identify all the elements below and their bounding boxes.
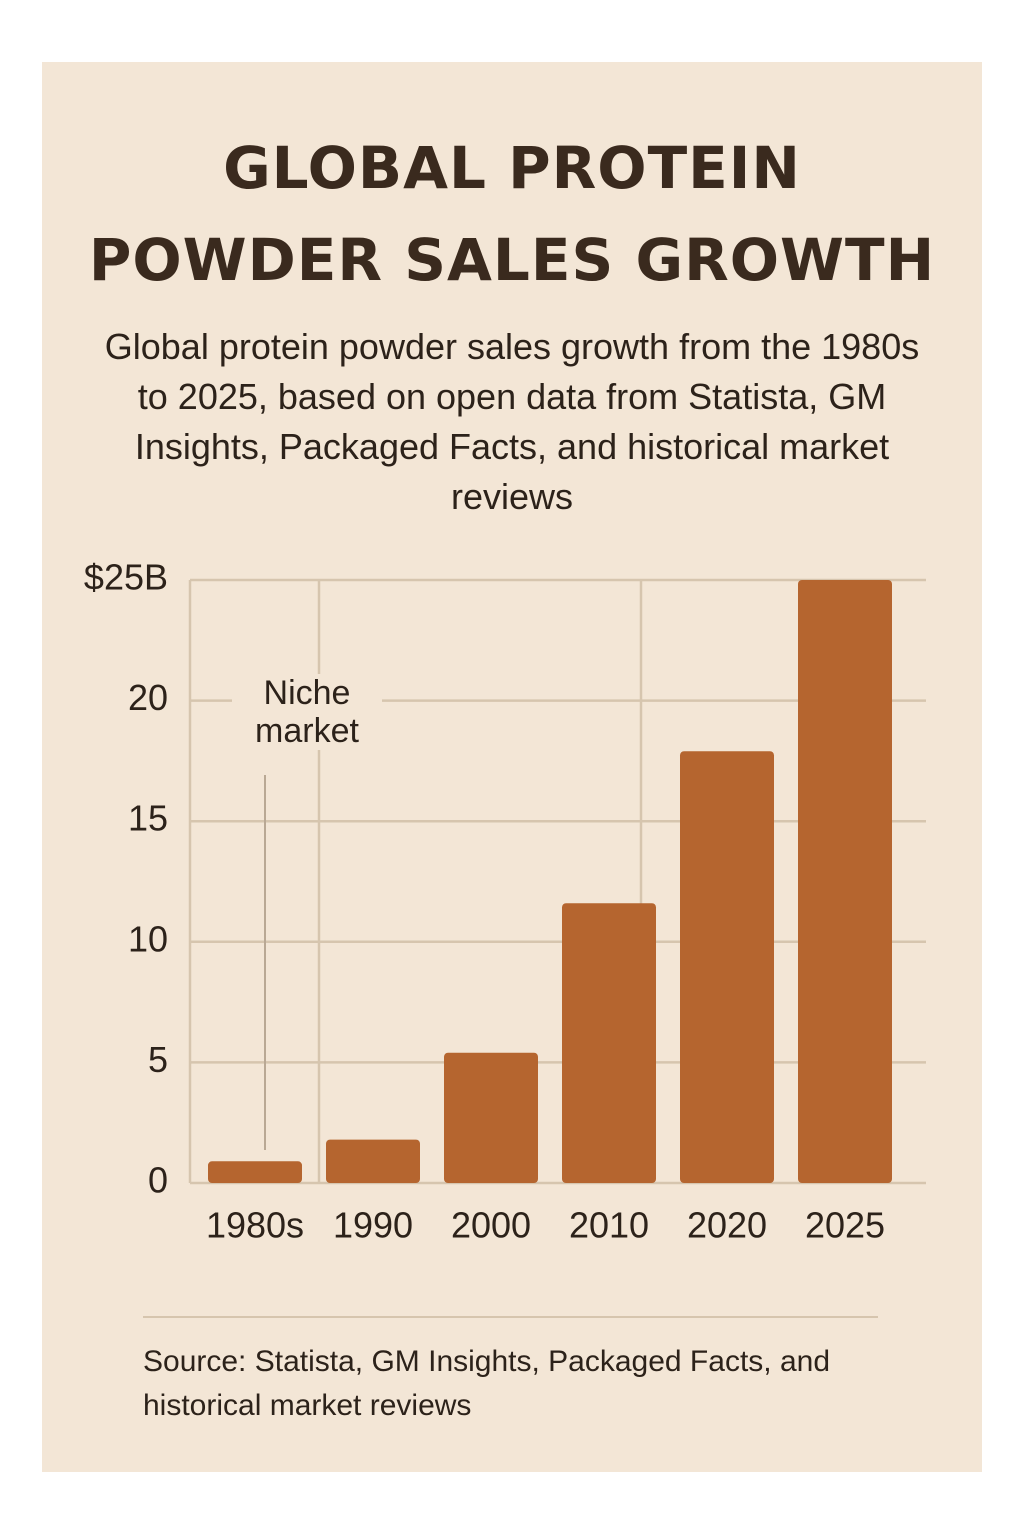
bar [798, 580, 892, 1183]
y-tick-label: 15 [128, 798, 168, 839]
y-tick-label: 20 [128, 677, 168, 718]
x-tick-label: 2010 [569, 1205, 649, 1246]
x-tick-label: 2025 [805, 1205, 885, 1246]
bar [208, 1161, 302, 1183]
x-tick-label: 1990 [333, 1205, 413, 1246]
y-tick-label: 5 [148, 1039, 168, 1080]
x-tick-label: 2020 [687, 1205, 767, 1246]
chart-subtitle: Global protein powder sales growth from … [104, 326, 920, 517]
bar [680, 751, 774, 1183]
bar [562, 903, 656, 1183]
y-tick-label: $25B [84, 557, 168, 598]
y-tick-label: 10 [128, 918, 168, 959]
annotation: Niche market [232, 674, 382, 750]
chart-title: GLOBAL PROTEIN POWDER SALES GROWTH [88, 134, 936, 294]
x-tick-label: 2000 [451, 1205, 531, 1246]
bar [326, 1139, 420, 1183]
source-note: Source: Statista, GM Insights, Packaged … [143, 1345, 830, 1422]
bar [444, 1052, 538, 1183]
x-tick-label: 1980s [206, 1205, 304, 1246]
y-tick-label: 0 [148, 1160, 168, 1201]
